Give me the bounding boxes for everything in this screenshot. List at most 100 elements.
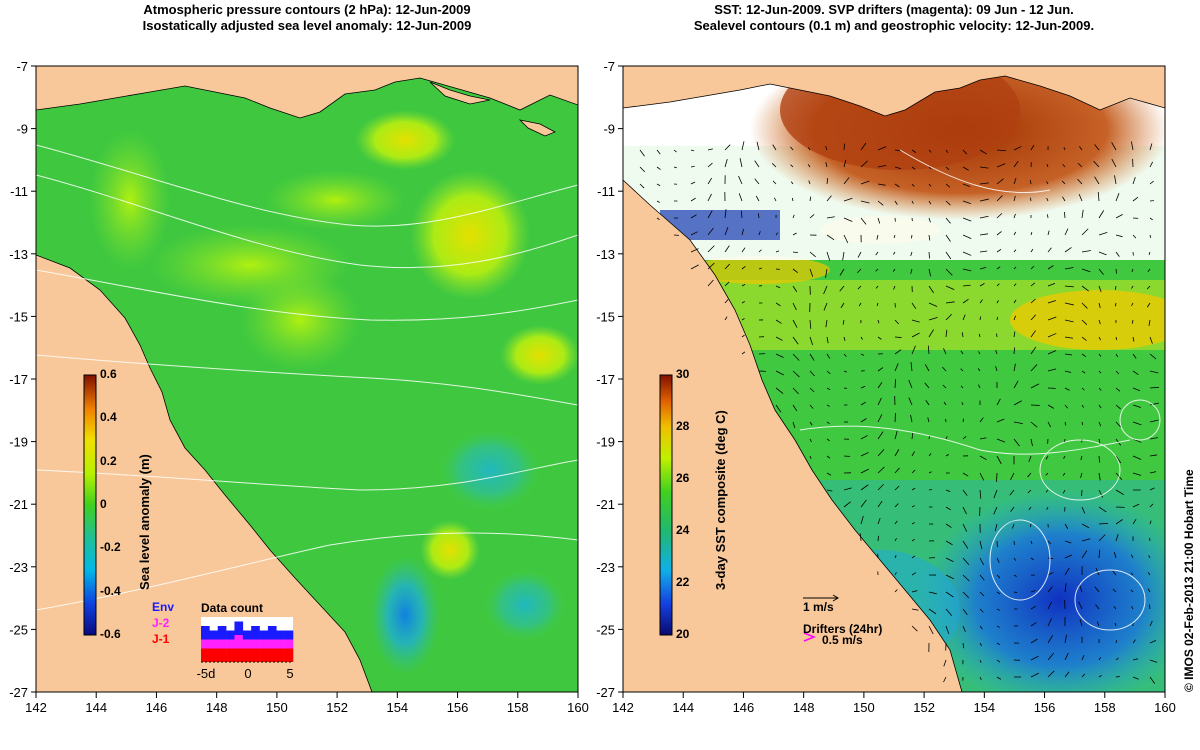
velocity-arrow — [840, 302, 845, 309]
australia-land — [36, 254, 373, 692]
velocity-arrow — [1094, 144, 1100, 151]
velocity-arrow — [911, 432, 914, 440]
velocity-arrow — [1081, 370, 1086, 374]
velocity-arrow — [996, 557, 1000, 563]
velocity-arrow — [945, 591, 954, 598]
velocity-arrow — [1064, 652, 1069, 661]
right-title-line1: SST: 12-Jun-2009. SVP drifters (magenta)… — [714, 2, 1074, 17]
velocity-arrow — [877, 414, 883, 423]
velocity-arrow — [1047, 557, 1054, 560]
velocity-arrow — [962, 625, 966, 632]
velocity-arrow — [1013, 380, 1019, 389]
velocity-arrow — [775, 302, 781, 307]
velocity-arrow — [1081, 228, 1089, 236]
data-count-bar-env — [226, 630, 235, 640]
velocity-arrow — [945, 313, 952, 321]
velocity-arrow — [1147, 572, 1151, 576]
velocity-arrow — [1148, 319, 1151, 327]
velocity-arrow — [894, 363, 899, 372]
velocity-arrow — [962, 284, 971, 287]
velocity-arrow — [1077, 162, 1083, 168]
velocity-arrow — [1081, 285, 1089, 292]
velocity-arrow — [1047, 404, 1055, 409]
velocity-arrow — [977, 368, 981, 372]
velocity-arrow — [1064, 336, 1074, 339]
velocity-arrow — [809, 404, 814, 409]
velocity-arrow — [1013, 438, 1020, 447]
velocity-arrow — [911, 149, 917, 153]
velocity-arrow — [893, 285, 896, 290]
velocity-arrow — [996, 178, 1004, 185]
velocity-arrow — [1013, 249, 1017, 253]
velocity-arrow — [826, 455, 831, 459]
velocity-arrow — [1081, 421, 1084, 426]
velocity-arrow — [1098, 302, 1101, 309]
data-count-bar-j1 — [284, 648, 294, 662]
velocity-arrow — [894, 336, 902, 338]
velocity-arrow — [1013, 591, 1018, 593]
x-tick-label-left: 150 — [266, 700, 288, 715]
velocity-arrow — [1013, 315, 1017, 321]
velocity-arrow — [894, 349, 902, 355]
velocity-arrow — [690, 197, 696, 202]
velocity-arrow — [826, 216, 835, 219]
velocity-arrow — [1064, 387, 1070, 391]
velocity-arrow — [979, 608, 984, 613]
data-count-bar-env — [209, 630, 219, 640]
velocity-arrow — [839, 285, 845, 292]
velocity-arrow — [996, 591, 1001, 595]
colorbar-tick-label: 30 — [676, 367, 690, 381]
velocity-arrow — [979, 182, 989, 185]
velocity-arrow — [690, 248, 699, 253]
velocity-arrow — [877, 217, 881, 224]
velocity-arrow — [877, 397, 882, 406]
velocity-arrow — [792, 370, 800, 378]
velocity-arrow — [910, 414, 913, 423]
velocity-arrow — [996, 574, 1001, 579]
velocity-arrow — [860, 353, 865, 356]
data-count-bar-env — [201, 626, 210, 640]
velocity-arrow — [860, 484, 869, 491]
velocity-arrow — [1115, 639, 1118, 644]
velocity-arrow — [690, 264, 699, 270]
velocity-arrow — [1130, 141, 1134, 151]
velocity-arrow — [738, 193, 743, 202]
velocity-arrow — [1081, 404, 1084, 408]
velocity-arrow — [1132, 336, 1135, 342]
velocity-arrow — [839, 268, 845, 276]
velocity-arrow — [911, 608, 919, 611]
velocity-arrow — [927, 345, 930, 355]
velocity-arrow — [826, 336, 829, 344]
velocity-arrow — [775, 387, 784, 394]
velocity-arrow — [1098, 370, 1102, 374]
velocity-arrow — [857, 251, 862, 258]
velocity-arrow — [1081, 523, 1090, 529]
velocity-arrow — [943, 401, 947, 406]
velocity-arrow — [707, 262, 715, 270]
sst-colorbar — [659, 374, 673, 636]
velocity-arrow — [928, 285, 934, 294]
velocity-arrow — [1148, 251, 1151, 256]
velocity-arrow — [894, 503, 899, 508]
velocity-arrow — [1147, 588, 1151, 593]
velocity-arrow — [1010, 506, 1015, 512]
velocity-arrow — [911, 166, 916, 170]
velocity-arrow — [1013, 400, 1022, 406]
velocity-arrow — [1098, 251, 1107, 256]
velocity-arrow — [945, 329, 948, 338]
velocity-arrow — [894, 200, 898, 205]
velocity-arrow — [928, 453, 932, 457]
velocity-arrow — [911, 505, 915, 508]
data-count-bar-env — [267, 626, 277, 640]
velocity-arrow — [1064, 353, 1073, 356]
velocity-arrow — [962, 251, 972, 256]
velocity-arrow — [741, 141, 745, 151]
sla-blobs — [90, 110, 578, 675]
velocity-arrow — [1030, 590, 1036, 593]
velocity-arrow — [978, 333, 981, 338]
sla-colorbar — [83, 374, 97, 636]
velocity-arrow — [826, 421, 830, 424]
velocity-arrow — [724, 316, 728, 321]
velocity-arrow — [962, 234, 972, 240]
velocity-arrow — [1046, 163, 1049, 168]
